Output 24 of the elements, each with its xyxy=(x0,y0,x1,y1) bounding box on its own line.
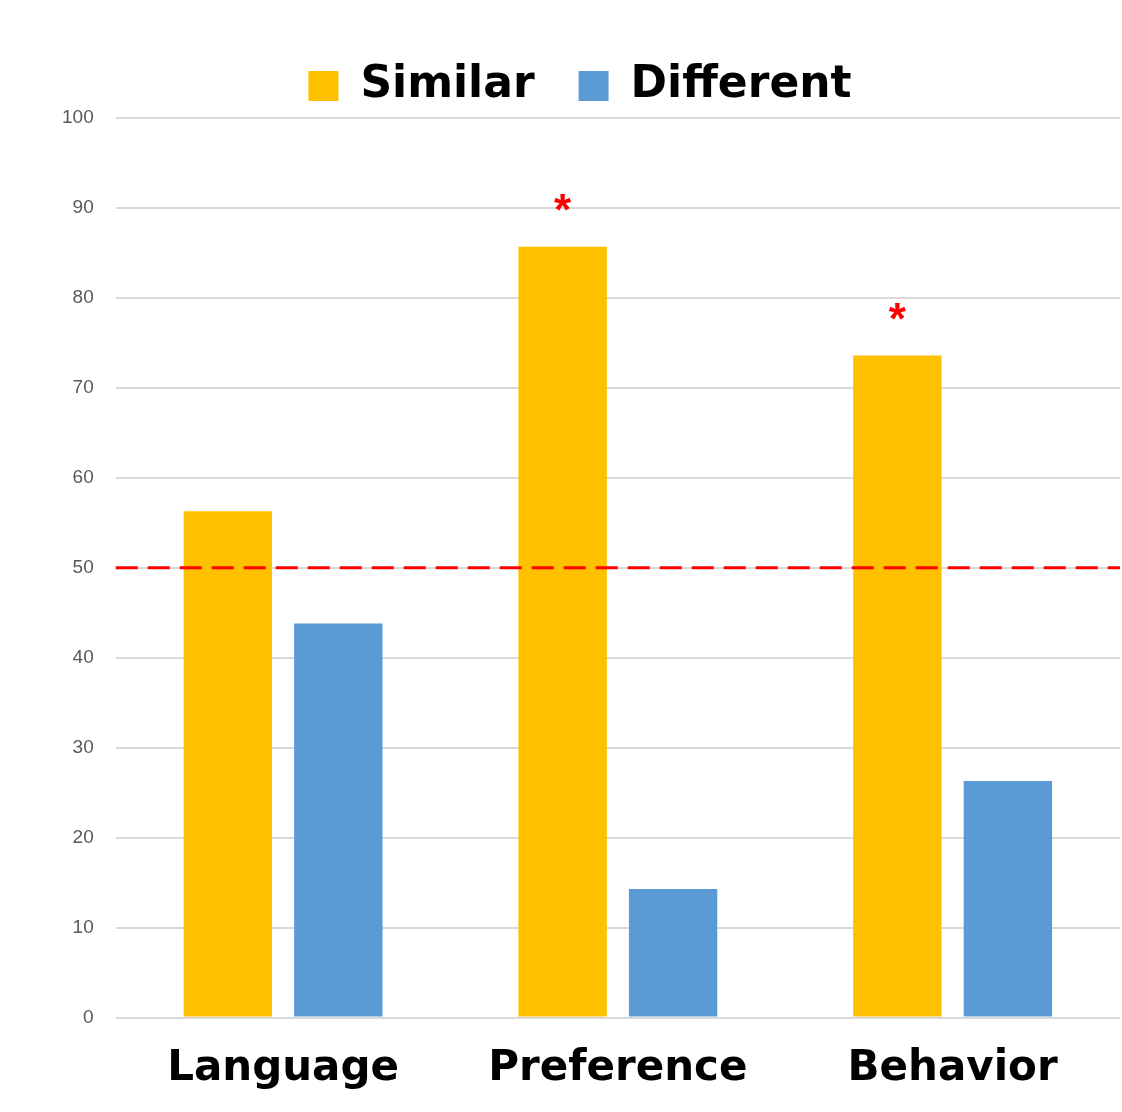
y-tick-label: 70 xyxy=(72,376,94,398)
y-tick-label: 50 xyxy=(72,556,94,578)
y-tick-label: 20 xyxy=(72,825,94,847)
data-label: * xyxy=(888,293,907,343)
bar xyxy=(518,246,607,1017)
bar xyxy=(853,355,942,1017)
y-tick-label: 10 xyxy=(72,915,94,937)
legend-label: Similar xyxy=(360,56,535,108)
data-label: * xyxy=(554,184,573,234)
x-tick-label: Language xyxy=(167,1040,400,1090)
bar xyxy=(963,781,1053,1017)
x-tick-label: Behavior xyxy=(847,1040,1058,1090)
y-tick-label: 40 xyxy=(72,645,94,667)
y-tick-label: 80 xyxy=(72,286,94,308)
x-tick-label: Preference xyxy=(488,1040,748,1090)
y-tick-label: 0 xyxy=(83,1005,94,1027)
legend-label: Different xyxy=(630,56,852,108)
bar xyxy=(183,511,273,1017)
y-tick-label: 100 xyxy=(62,106,94,128)
y-tick-label: 30 xyxy=(72,735,94,757)
bar xyxy=(628,888,718,1017)
y-tick-label: 90 xyxy=(72,196,94,218)
y-tick-label: 60 xyxy=(72,466,94,488)
bar xyxy=(294,623,383,1017)
